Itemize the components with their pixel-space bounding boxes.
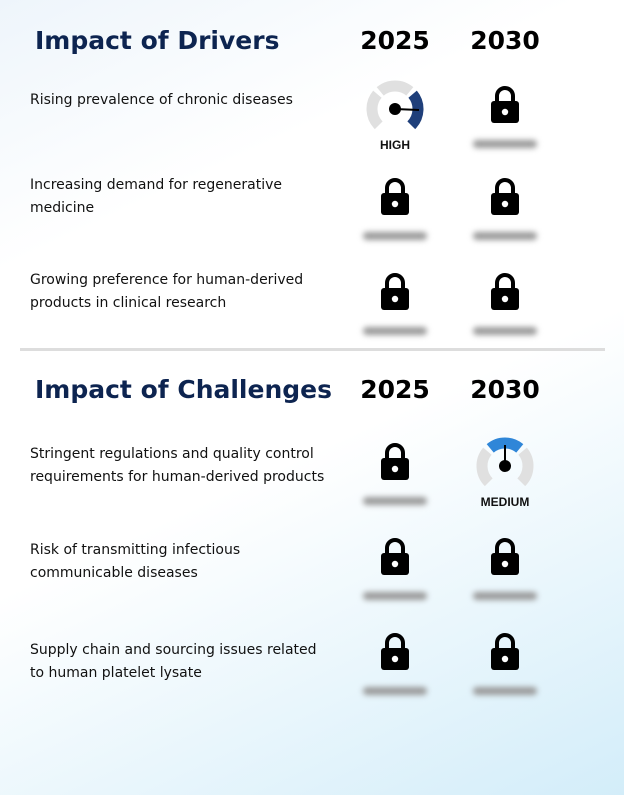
challenges-year-2030: 2030 [470, 375, 540, 404]
locked-cell[interactable] [450, 178, 560, 240]
impact-level: MEDIUM [480, 495, 530, 509]
locked-cell[interactable] [450, 273, 560, 335]
challenges-title: Impact of Challenges [35, 375, 332, 404]
lock-icon [490, 86, 520, 128]
locked-cell[interactable] [450, 633, 560, 695]
lock-icon [490, 633, 520, 675]
lock-icon [380, 273, 410, 315]
gauge-segment [376, 80, 414, 96]
gauge-icon [365, 80, 425, 136]
hidden-value [363, 687, 427, 695]
hidden-value [473, 140, 537, 148]
hidden-value [363, 592, 427, 600]
drivers-title: Impact of Drivers [35, 26, 280, 55]
row-label: Stringent regulations and quality contro… [30, 446, 325, 485]
row-label: Supply chain and sourcing issues related… [30, 642, 317, 681]
lock-icon [380, 443, 410, 485]
gauge-segment [486, 437, 524, 453]
hidden-value [363, 497, 427, 505]
lock-icon [490, 273, 520, 315]
impact-gauge: MEDIUM [450, 437, 560, 509]
impact-level: HIGH [380, 138, 410, 152]
gauge-segment [517, 447, 534, 487]
hidden-value [473, 232, 537, 240]
locked-cell[interactable] [340, 178, 450, 240]
gauge-icon [475, 437, 535, 493]
locked-cell[interactable] [340, 273, 450, 335]
hidden-value [363, 232, 427, 240]
lock-icon [380, 633, 410, 675]
impact-gauge: HIGH [340, 80, 450, 152]
locked-cell[interactable] [450, 538, 560, 600]
challenges-year-2025: 2025 [360, 375, 430, 404]
lock-icon [490, 178, 520, 220]
hidden-value [473, 592, 537, 600]
locked-cell[interactable] [340, 443, 450, 505]
row-label: Risk of transmitting infectious communic… [30, 542, 241, 581]
lock-icon [490, 538, 520, 580]
lock-icon [380, 538, 410, 580]
locked-cell[interactable] [450, 86, 560, 148]
lock-icon [380, 178, 410, 220]
gauge-segment [476, 447, 493, 487]
divider [20, 348, 605, 351]
gauge-segment [366, 90, 383, 130]
locked-cell[interactable] [340, 538, 450, 600]
row-label: Increasing demand for regenerative medic… [30, 177, 283, 216]
hidden-value [473, 687, 537, 695]
drivers-year-2025: 2025 [360, 26, 430, 55]
row-label: Growing preference for human-derived pro… [30, 272, 304, 311]
row-label: Rising prevalence of chronic diseases [30, 92, 293, 108]
locked-cell[interactable] [340, 633, 450, 695]
hidden-value [363, 327, 427, 335]
drivers-year-2030: 2030 [470, 26, 540, 55]
hidden-value [473, 327, 537, 335]
